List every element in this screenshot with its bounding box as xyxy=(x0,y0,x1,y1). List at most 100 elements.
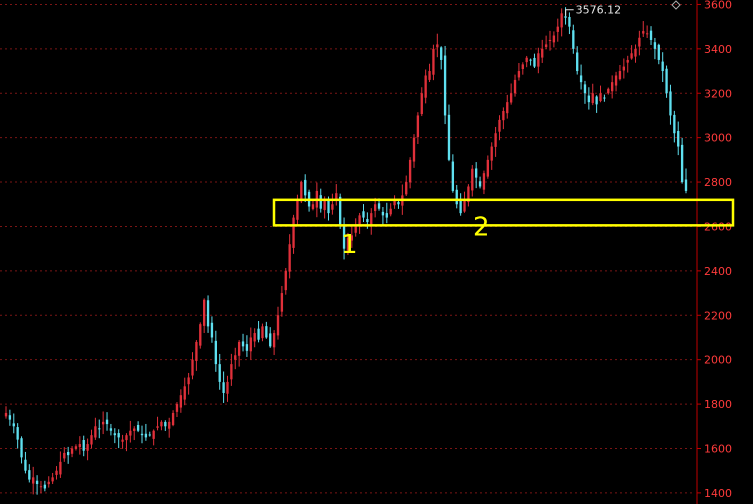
candle-body-61 xyxy=(241,341,245,347)
candle-body-52 xyxy=(206,300,210,327)
tick-label-1800: 1800 xyxy=(704,398,732,411)
candle-body-140 xyxy=(548,39,552,41)
candle-body-58 xyxy=(230,364,233,380)
tick-label-3000: 3000 xyxy=(704,132,732,145)
candle-body-75 xyxy=(296,199,299,220)
candle-body-143 xyxy=(560,13,563,28)
candle-body-23 xyxy=(94,426,97,438)
candle-body-145 xyxy=(568,16,571,27)
candle-body-82 xyxy=(323,199,326,211)
candle-body-90 xyxy=(354,226,357,233)
candle-body-22 xyxy=(90,435,93,445)
candle-body-35 xyxy=(140,433,144,436)
tick-label-3200: 3200 xyxy=(704,87,732,100)
candle-body-139 xyxy=(544,44,548,48)
candle-body-112 xyxy=(440,47,443,60)
candle-body-99 xyxy=(389,208,392,215)
candle-body-96 xyxy=(377,203,381,209)
candle-body-69 xyxy=(272,333,276,348)
candle-body-14 xyxy=(59,461,62,475)
candle-body-50 xyxy=(199,324,202,346)
candle-body-74 xyxy=(292,217,295,248)
candle-body-126 xyxy=(494,133,497,147)
candle-body-17 xyxy=(70,448,74,454)
candle-body-77 xyxy=(304,179,307,196)
candle-body-125 xyxy=(490,146,493,161)
candle-body-66 xyxy=(261,326,264,339)
candle-body-131 xyxy=(513,79,517,94)
candle-body-18 xyxy=(74,446,78,449)
candle-body-65 xyxy=(257,328,260,340)
candle-body-98 xyxy=(385,213,388,218)
candle-body-5 xyxy=(24,459,27,471)
candle-body-21 xyxy=(86,444,89,451)
candle-body-16 xyxy=(67,452,70,456)
candle-body-153 xyxy=(599,93,602,102)
candle-body-6 xyxy=(28,470,31,480)
peak-pointer xyxy=(565,9,574,16)
candle-body-136 xyxy=(533,57,536,67)
candle-body-1 xyxy=(8,415,12,420)
candle-body-10 xyxy=(43,484,47,489)
candle-body-172 xyxy=(673,114,676,134)
candle-body-155 xyxy=(607,88,610,94)
candle-body-163 xyxy=(638,37,641,47)
tick-label-2000: 2000 xyxy=(704,354,732,367)
candle-body-72 xyxy=(284,270,287,291)
candle-body-48 xyxy=(191,359,194,376)
candle-body-135 xyxy=(529,59,532,61)
candle-body-94 xyxy=(370,213,373,226)
annotations: 1 2 3576.12 xyxy=(272,0,735,260)
candle-body-40 xyxy=(160,421,163,427)
candle-body-114 xyxy=(447,114,451,160)
candle-body-111 xyxy=(436,44,439,48)
candle-body-37 xyxy=(148,434,151,436)
candle-body-129 xyxy=(506,102,509,114)
candle-body-57 xyxy=(226,381,229,394)
candle-body-121 xyxy=(475,168,478,178)
candle-body-173 xyxy=(677,130,680,147)
candle-body-2 xyxy=(12,423,15,427)
candle-body-87 xyxy=(342,224,346,249)
candle-body-170 xyxy=(665,68,668,94)
candle-body-116 xyxy=(455,189,458,205)
candle-body-147 xyxy=(576,52,579,72)
candle-body-105 xyxy=(412,137,416,162)
candle-body-39 xyxy=(156,426,159,428)
candle-body-0 xyxy=(4,412,8,417)
candle-body-113 xyxy=(443,55,447,116)
candle-body-60 xyxy=(237,341,241,356)
candle-body-101 xyxy=(397,202,400,205)
candle-body-97 xyxy=(381,211,385,216)
candle-body-130 xyxy=(509,93,513,103)
candle-body-45 xyxy=(179,395,183,408)
candle-body-85 xyxy=(335,193,338,201)
candle-body-36 xyxy=(144,433,148,438)
candle-body-107 xyxy=(420,93,423,115)
candle-body-70 xyxy=(276,315,280,336)
candle-body-148 xyxy=(579,75,583,83)
candle-body-3 xyxy=(16,427,19,440)
candle-body-55 xyxy=(218,364,221,382)
candle-body-166 xyxy=(649,30,653,40)
candle-body-86 xyxy=(339,196,342,227)
candle-body-95 xyxy=(373,204,377,211)
candle-body-33 xyxy=(133,428,136,432)
candle-body-119 xyxy=(467,186,470,203)
tick-label-2600: 2600 xyxy=(704,220,732,233)
candle-body-124 xyxy=(486,159,489,177)
candle-body-104 xyxy=(408,159,412,183)
candle-body-127 xyxy=(498,119,501,132)
candle-body-164 xyxy=(642,31,645,34)
candle-body-138 xyxy=(541,48,544,58)
candle-body-54 xyxy=(214,340,217,365)
candle-body-141 xyxy=(552,35,556,43)
candle-body-11 xyxy=(47,481,50,485)
marker-label-2: 2 xyxy=(473,212,490,242)
tick-label-2800: 2800 xyxy=(704,176,732,189)
candle-body-83 xyxy=(327,199,330,214)
candle-body-93 xyxy=(366,219,369,223)
candle-body-13 xyxy=(55,470,58,475)
